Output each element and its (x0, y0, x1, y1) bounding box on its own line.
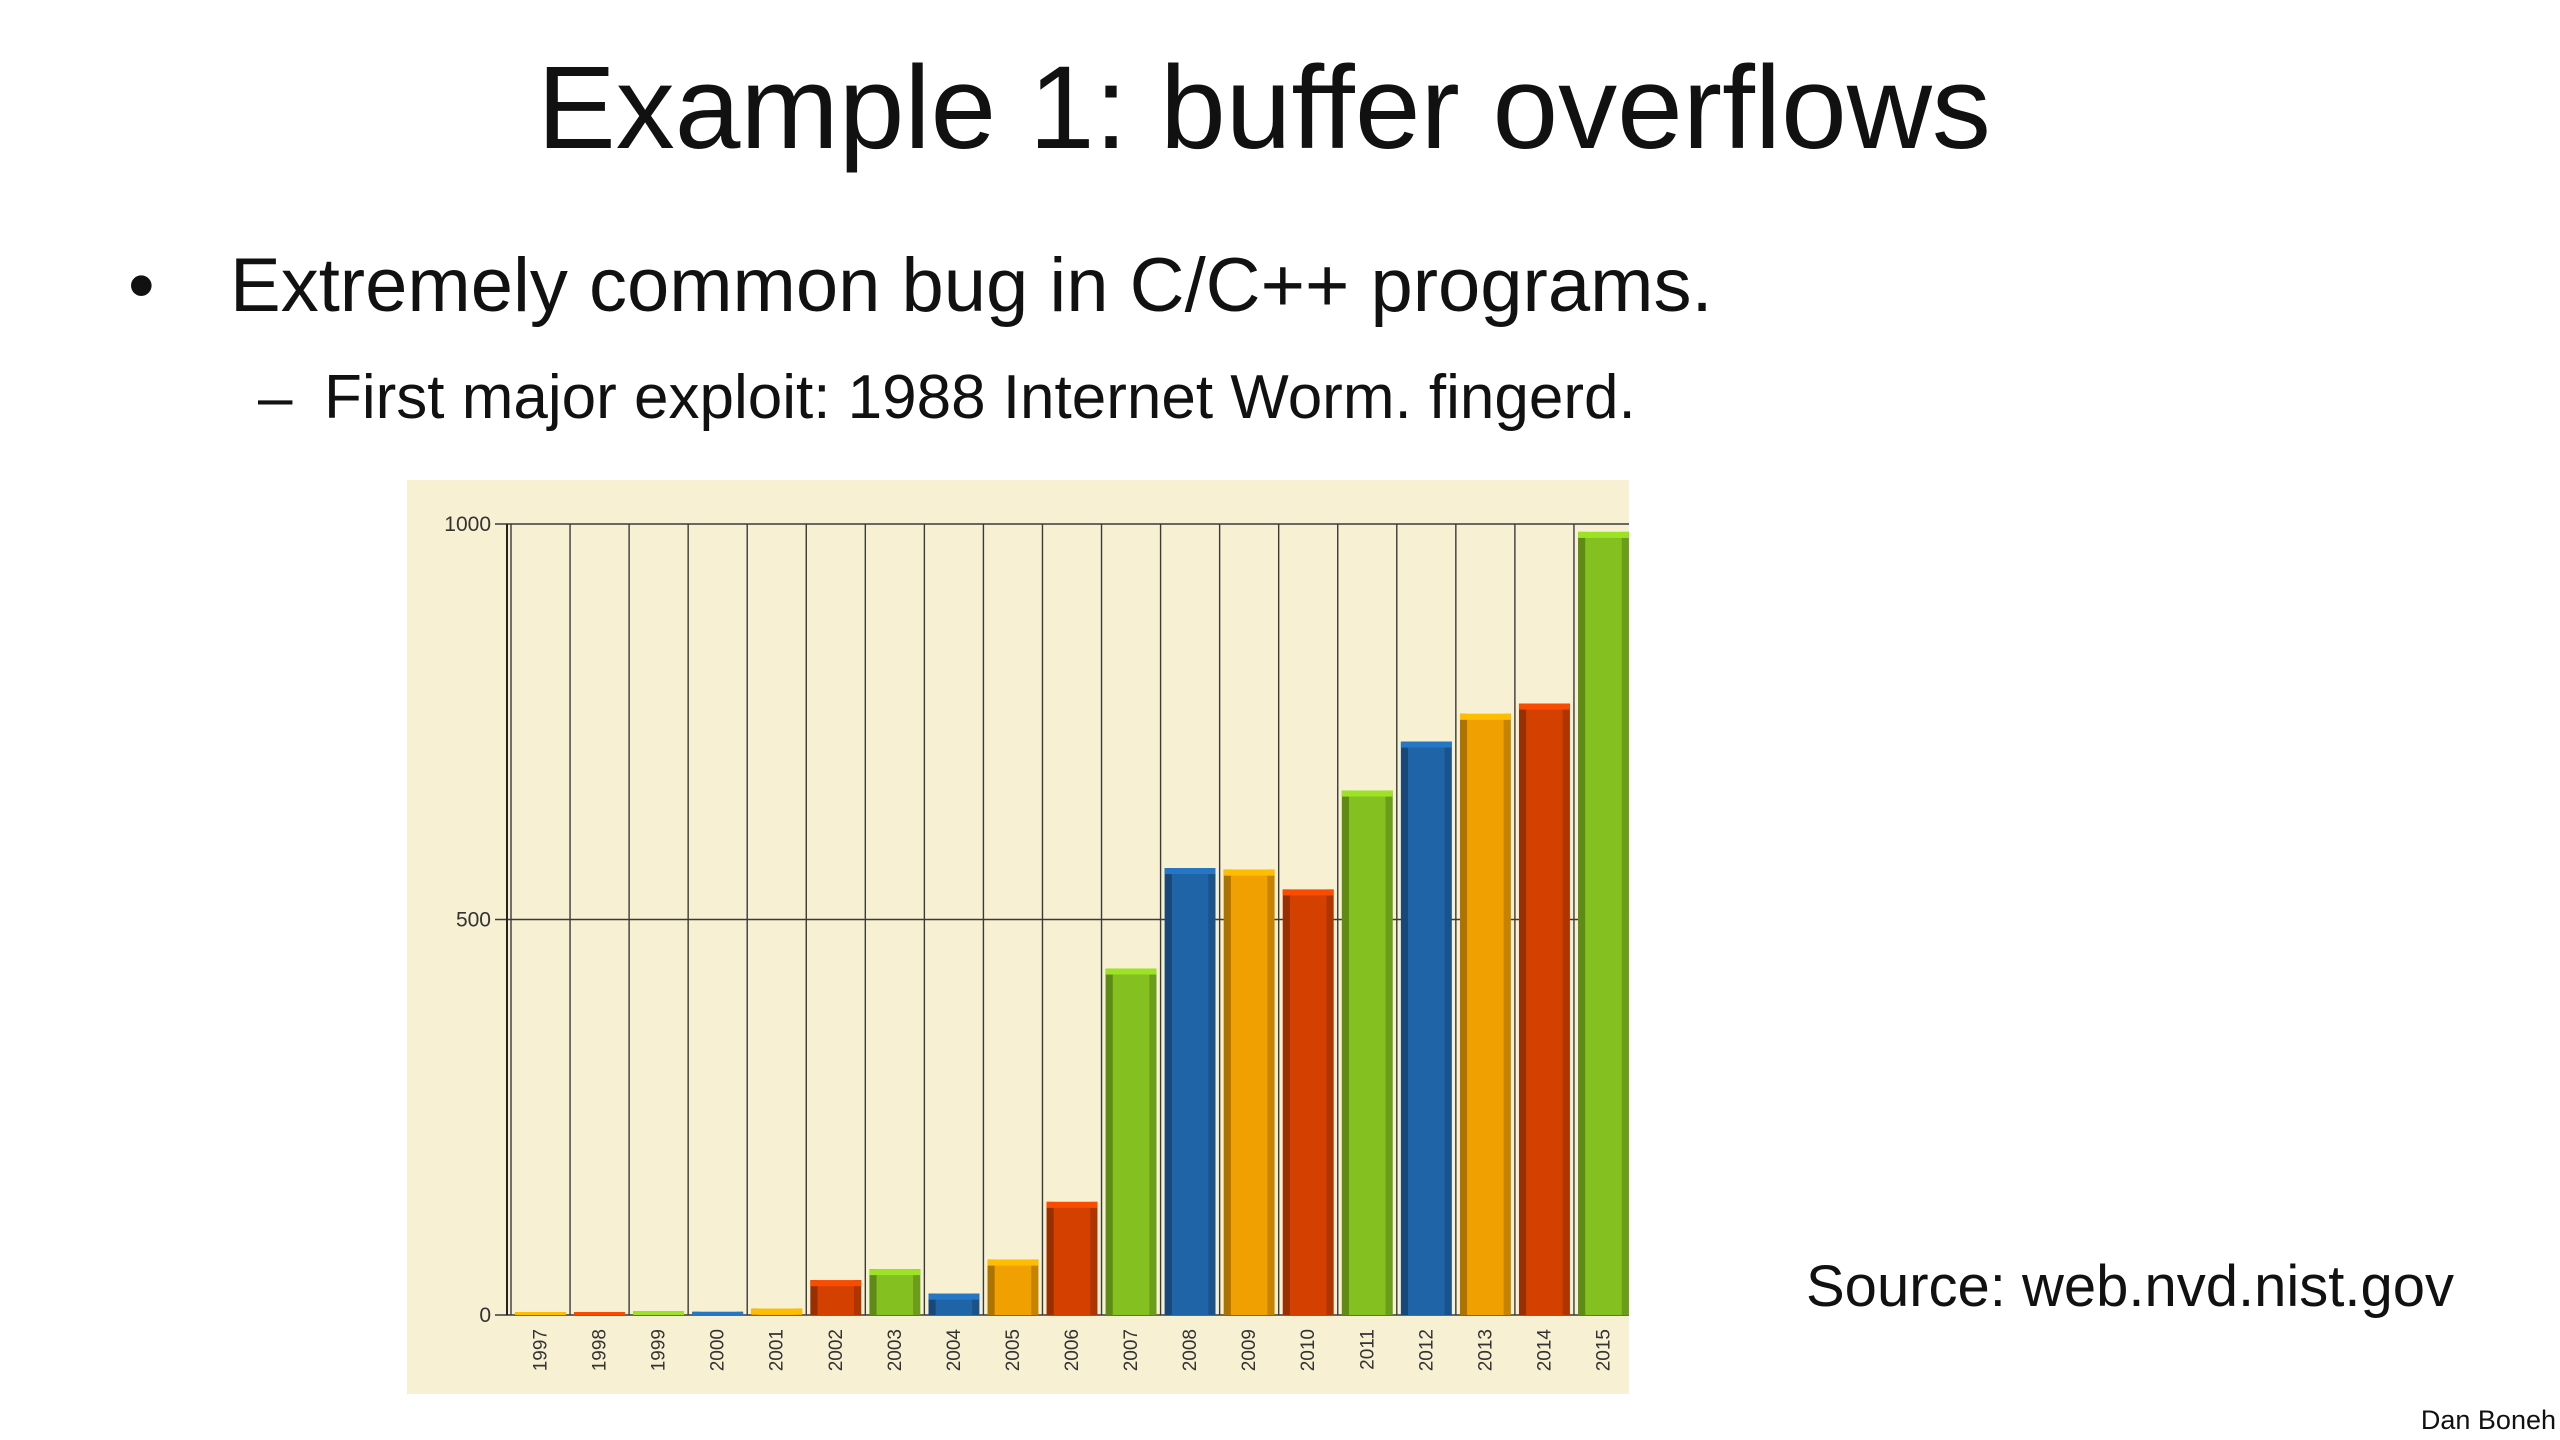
bar-2004 (928, 1293, 980, 1315)
bullet-text: Extremely common bug in C/C++ programs. (230, 243, 1713, 328)
sub-bullet-text: First major exploit: 1988 Internet Worm.… (324, 363, 1636, 432)
bar-1999 (633, 1311, 685, 1315)
bar-2011 (1341, 790, 1393, 1315)
bar-2009 (1223, 869, 1275, 1315)
x-tick-label: 2003 (885, 1329, 906, 1371)
bar-2014 (1519, 703, 1570, 1315)
x-tick-label: 2005 (1003, 1329, 1024, 1371)
bar-2001 (751, 1308, 803, 1315)
x-tick-label: 2011 (1357, 1329, 1378, 1370)
bar-2013 (1459, 713, 1511, 1315)
bar-2006 (1046, 1201, 1098, 1315)
sub-bullet-marker: – (258, 363, 293, 432)
x-tick-label: 2007 (1121, 1329, 1142, 1371)
x-tick-label: 1998 (590, 1329, 611, 1371)
y-tick-label: 0 (479, 1304, 491, 1327)
bar-2000 (692, 1311, 744, 1315)
x-tick-label: 2006 (1062, 1329, 1083, 1371)
x-tick-label: 2004 (944, 1329, 965, 1372)
y-tick-label: 1000 (444, 513, 491, 536)
chart-canvas: 0 500 1000 1997 1998 1999 2000 2001 2002 2003 2004… (444, 513, 1629, 1372)
bar-2008 (1164, 868, 1216, 1315)
bar-2007 (1105, 968, 1157, 1315)
x-tick-label: 2002 (826, 1329, 847, 1371)
author-credit: Dan Boneh (2420, 1405, 2556, 1435)
x-tick-label: 2014 (1534, 1329, 1555, 1372)
x-tick-label: 2008 (1180, 1329, 1201, 1371)
y-tick-label: 500 (456, 909, 491, 932)
bar-1998 (574, 1312, 625, 1315)
bullet-marker: • (128, 243, 155, 328)
x-tick-label: 2009 (1239, 1329, 1260, 1371)
x-tick-label: 2000 (708, 1329, 729, 1371)
x-tick-label: 1997 (531, 1329, 552, 1371)
x-tick-label: 2012 (1416, 1329, 1437, 1371)
bar-2010 (1282, 889, 1334, 1315)
bar-1997 (515, 1312, 566, 1315)
bar-chart: 0 500 1000 1997 1998 1999 2000 2001 2002 2003 2004… (407, 480, 1629, 1394)
bar-2003 (869, 1269, 921, 1315)
slide-title: Example 1: buffer overflows (537, 42, 1991, 174)
bar-2015 (1578, 531, 1629, 1315)
x-tick-label: 1999 (649, 1329, 670, 1371)
source-note: Source: web.nvd.nist.gov (1806, 1254, 2455, 1319)
bar-2012 (1400, 741, 1452, 1315)
bar-2005 (987, 1259, 1039, 1315)
x-tick-label: 2010 (1298, 1329, 1319, 1371)
bar-2002 (810, 1280, 862, 1315)
x-tick-label: 2015 (1593, 1329, 1614, 1371)
x-tick-label: 2013 (1475, 1329, 1496, 1371)
x-tick-label: 2001 (767, 1329, 788, 1371)
